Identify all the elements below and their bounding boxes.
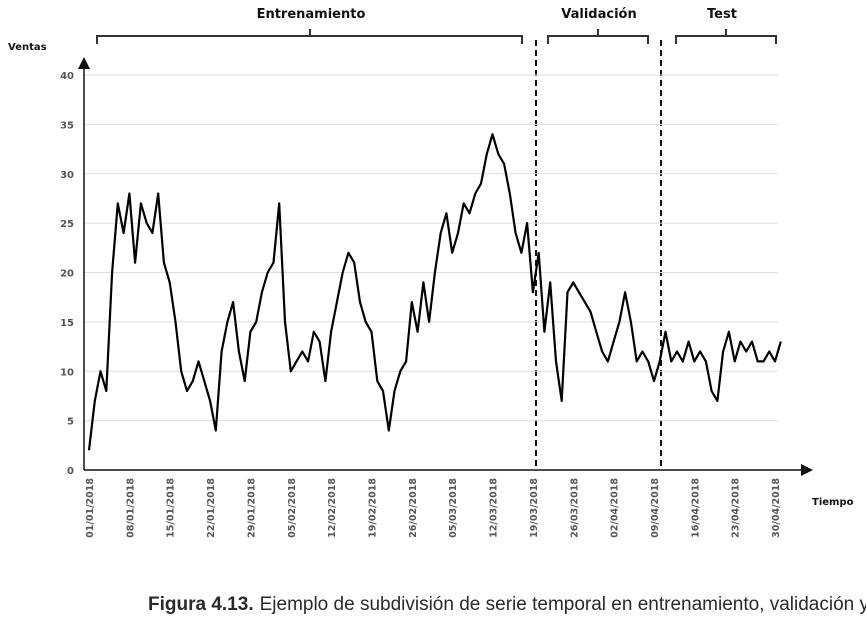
x-tick-label: 23/04/2018 <box>731 478 742 538</box>
y-tick-label: 20 <box>60 269 74 280</box>
y-axis-label: Ventas <box>8 42 47 53</box>
y-tick-label: 25 <box>60 219 74 230</box>
y-tick-label: 30 <box>60 170 74 181</box>
x-tick-label: 12/03/2018 <box>489 478 500 538</box>
caption-text: Ejemplo de subdivisión de serie temporal… <box>260 594 866 615</box>
x-tick-label: 16/04/2018 <box>690 478 701 538</box>
x-axis-label: Tiempo <box>812 497 854 508</box>
x-tick-label: 02/04/2018 <box>610 478 621 538</box>
brackets <box>96 29 777 44</box>
y-tick-label: 15 <box>60 318 74 329</box>
x-tick-label: 19/02/2018 <box>367 478 378 538</box>
x-tick-label: 05/02/2018 <box>287 478 298 538</box>
y-tick-label: 5 <box>67 417 74 428</box>
caption: Figura 4.13. Ejemplo de subdivisión de se… <box>148 594 866 615</box>
x-tick-label: 19/03/2018 <box>529 478 540 538</box>
section-label: Entrenamiento <box>257 7 366 22</box>
x-tick-label: 22/01/2018 <box>206 478 217 538</box>
line <box>87 133 782 451</box>
x-tick-label: 12/02/2018 <box>327 478 338 538</box>
x-tick-label: 29/01/2018 <box>246 478 257 538</box>
y-tick-label: 0 <box>67 466 74 477</box>
split-lines <box>535 40 662 470</box>
x-tick-label: 09/04/2018 <box>650 478 661 538</box>
x-tick-label: 05/03/2018 <box>448 478 459 538</box>
x-tick-label: 26/02/2018 <box>408 478 419 538</box>
section-label: Validación <box>561 7 636 22</box>
y-tick-label: 35 <box>60 120 74 131</box>
section-label: Test <box>707 7 737 22</box>
y-tick-label: 40 <box>60 71 74 82</box>
y-tick-label: 10 <box>60 367 74 378</box>
x-tick-label: 01/01/2018 <box>85 478 96 538</box>
caption-label: Figura 4.13. <box>148 594 254 615</box>
x-tick-label: 30/04/2018 <box>771 478 782 538</box>
x-tick-label: 15/01/2018 <box>166 478 177 538</box>
x-tick-label: 26/03/2018 <box>569 478 580 538</box>
x-tick-label: 08/01/2018 <box>125 478 136 538</box>
